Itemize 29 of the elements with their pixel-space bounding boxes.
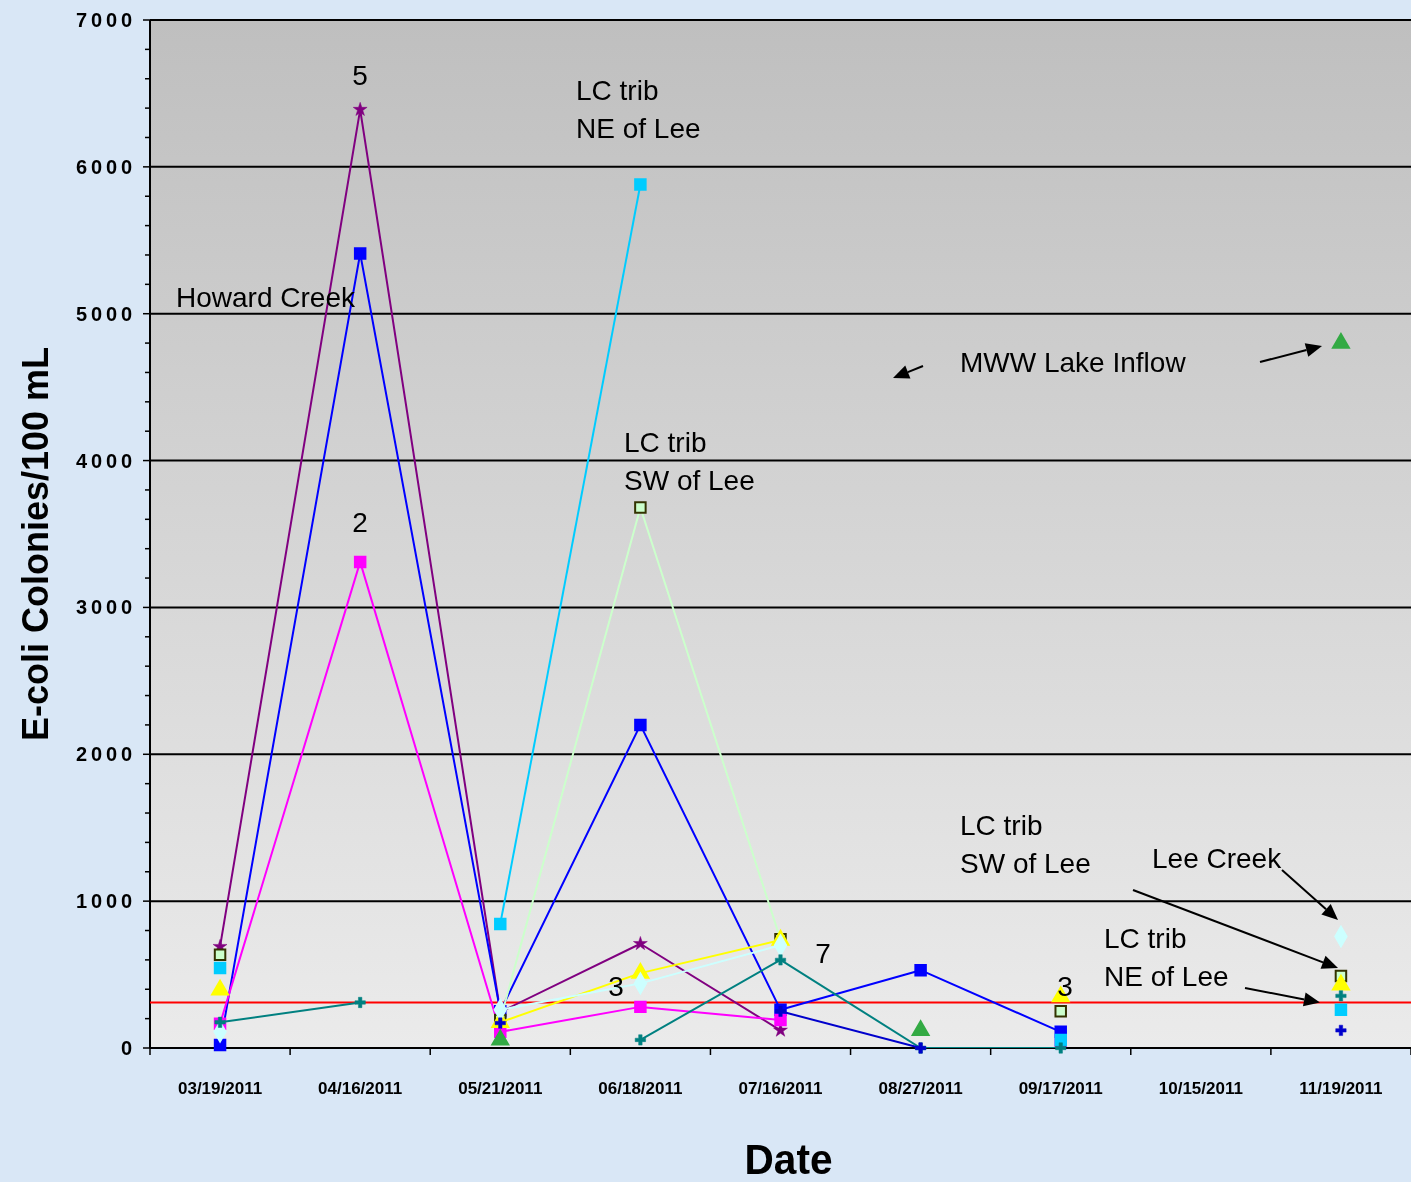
y-tick-label: 5000 xyxy=(76,302,132,325)
annotation: LC trib NE of Lee xyxy=(1104,923,1229,992)
x-tick-label: 06/18/2011 xyxy=(598,1079,683,1098)
y-axis-title: E-coli Colonies/100 mL xyxy=(15,346,56,742)
y-tick-label: 1000 xyxy=(76,890,132,913)
x-tick-label: 08/27/2011 xyxy=(878,1079,963,1098)
annotation: LC trib SW of Lee xyxy=(624,427,755,496)
x-tick-label: 05/21/2011 xyxy=(458,1079,543,1098)
annotation: LC trib SW of Lee xyxy=(960,810,1091,879)
annotation: Lee Creek xyxy=(1152,843,1283,874)
y-tick-label: 4000 xyxy=(76,449,132,472)
x-tick-label: 03/19/2011 xyxy=(177,1079,263,1098)
y-tick-label: 3000 xyxy=(76,596,132,619)
annotation: 5 xyxy=(352,60,368,91)
y-tick-label: 2000 xyxy=(76,743,132,766)
annotation: MWW Lake Inflow xyxy=(960,347,1187,378)
y-tick-label: 6000 xyxy=(76,155,132,178)
annotation: LC trib NE of Lee xyxy=(576,75,701,144)
y-tick-label: 7000 xyxy=(76,9,132,31)
x-axis-title: Date xyxy=(744,1136,836,1182)
x-tick-label: 04/16/2011 xyxy=(318,1079,403,1098)
x-tick-label: 07/16/2011 xyxy=(738,1079,823,1098)
x-tick-label: 09/17/2011 xyxy=(1018,1079,1103,1098)
x-tick-label: 10/15/2011 xyxy=(1158,1079,1243,1098)
x-tick-label: 11/19/2011 xyxy=(1299,1079,1383,1098)
annotation: 7 xyxy=(815,938,831,969)
annotation: 3 xyxy=(1057,971,1073,1002)
y-tick-label: 0 xyxy=(120,1037,132,1059)
annotation: 2 xyxy=(352,507,368,538)
